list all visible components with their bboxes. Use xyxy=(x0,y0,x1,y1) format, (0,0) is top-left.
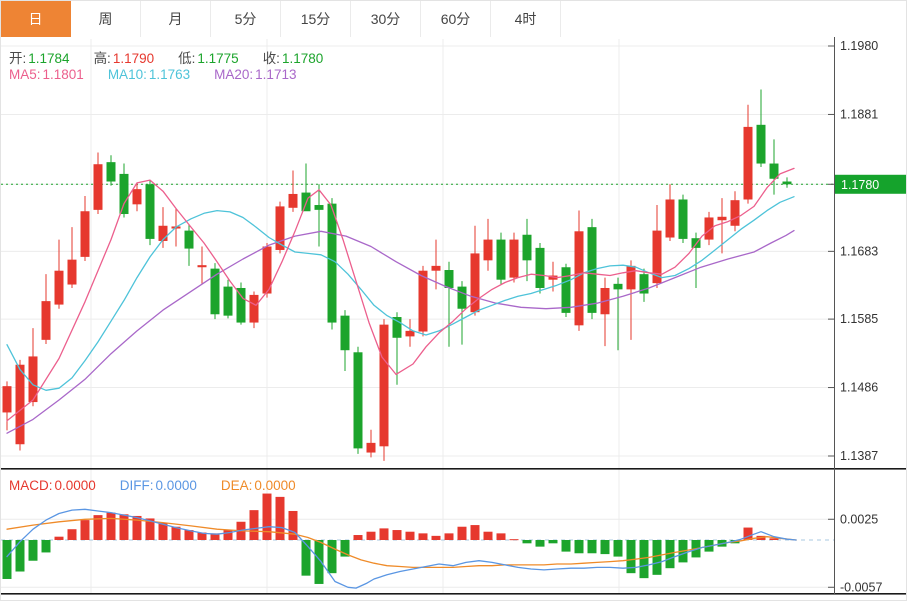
macd-value: MACD: 0.0000 xyxy=(9,478,96,493)
ma5-value-label: MA5: xyxy=(9,67,41,82)
svg-text:1.1881: 1.1881 xyxy=(840,107,878,121)
open-value: 开: 1.1784 xyxy=(9,51,70,66)
diff-value: DIFF: 0.0000 xyxy=(120,478,197,493)
dea-value: DEA: 0.0000 xyxy=(221,478,296,493)
panel-divider xyxy=(1,468,906,470)
ma10-value: MA10: 1.1763 xyxy=(108,67,190,82)
dea-line xyxy=(6,517,797,569)
tab-15min[interactable]: 15分 xyxy=(281,1,351,37)
open-value-label: 开: xyxy=(9,51,27,66)
timeframe-tabbar: 日周月 5分 15分 30分 60分 4时 xyxy=(1,1,906,37)
low-value-number: 1.1775 xyxy=(197,51,239,66)
dea-value-number: 0.0000 xyxy=(254,478,296,493)
macd-legend: MACD: 0.0000 DIFF: 0.0000 DEA: 0.0000 xyxy=(9,478,320,493)
diff-line xyxy=(6,508,797,589)
diff-value-label: DIFF: xyxy=(119,478,154,493)
tab-day[interactable]: 日 xyxy=(1,1,71,37)
close-value-number: 1.1780 xyxy=(281,51,324,66)
low-value: 低: 1.1775 xyxy=(178,51,239,66)
tab-week[interactable]: 周 xyxy=(71,1,141,37)
svg-text:1.1683: 1.1683 xyxy=(840,244,878,258)
svg-text:1.1486: 1.1486 xyxy=(840,381,878,395)
ma10-line xyxy=(6,196,795,391)
ma10-value-label: MA10: xyxy=(107,67,147,82)
svg-text:1.1780: 1.1780 xyxy=(841,178,879,192)
bottom-border xyxy=(1,593,906,595)
close-value-label: 收: xyxy=(262,51,280,66)
tab-5min[interactable]: 5分 xyxy=(211,1,281,37)
ma20-value: MA20: 1.1713 xyxy=(214,67,296,82)
ma5-value-number: 1.1801 xyxy=(42,67,84,82)
macd-value-number: 0.0000 xyxy=(54,478,96,493)
ohlc-legend: 开: 1.1784 高: 1.1790 低: 1.1775 收: 1.1780 xyxy=(9,47,347,67)
ma20-line xyxy=(6,229,795,434)
high-value: 高: 1.1790 xyxy=(94,51,155,66)
ma20-value-number: 1.1713 xyxy=(255,67,297,82)
macd-value-label: MACD: xyxy=(9,478,53,493)
tab-60min[interactable]: 60分 xyxy=(421,1,491,37)
svg-text:1.1585: 1.1585 xyxy=(840,312,878,326)
ma-legend: MA5: 1.1801 MA10: 1.1763 MA20: 1.1713 xyxy=(9,67,320,82)
ma5-value: MA5: 1.1801 xyxy=(9,67,84,82)
high-value-number: 1.1790 xyxy=(112,51,155,66)
svg-text:1.1387: 1.1387 xyxy=(840,449,878,463)
svg-text:-0.0057: -0.0057 xyxy=(840,580,882,594)
low-value-label: 低: xyxy=(178,51,196,66)
price-axis-labels: 1.1980 1.1881 1.1780 1.1683 1.1585 1.1486 1.13… xyxy=(828,39,878,463)
macd-histogram xyxy=(2,493,779,584)
ma20-value-label: MA20: xyxy=(214,67,254,82)
tab-month[interactable]: 月 xyxy=(141,1,211,37)
tab-4hour[interactable]: 4时 xyxy=(491,1,561,37)
current-price-tag: 1.1780 xyxy=(835,174,906,194)
macd-axis-labels: 0.0025 -0.0057 xyxy=(828,512,882,594)
diff-value-number: 0.0000 xyxy=(155,478,197,493)
svg-text:1.1980: 1.1980 xyxy=(840,39,878,53)
svg-text:0.0025: 0.0025 xyxy=(840,512,878,526)
tab-30min[interactable]: 30分 xyxy=(351,1,421,37)
gridlines xyxy=(1,39,834,594)
high-value-label: 高: xyxy=(93,51,111,66)
dea-value-label: DEA: xyxy=(220,478,253,493)
close-value: 收: 1.1780 xyxy=(263,51,324,66)
ma10-value-number: 1.1763 xyxy=(148,67,191,82)
open-value-number: 1.1784 xyxy=(28,51,70,66)
ma5-line xyxy=(6,167,795,422)
candles xyxy=(2,89,792,461)
